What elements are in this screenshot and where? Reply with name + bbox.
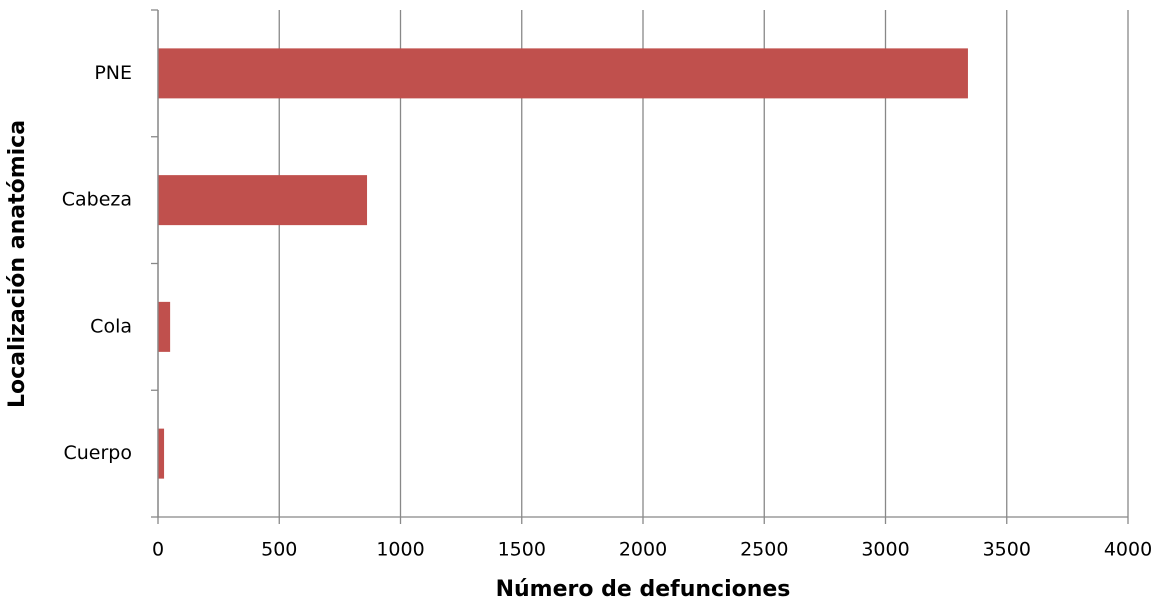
x-tick-label: 1500	[498, 539, 546, 561]
y-tick-label: Cabeza	[62, 189, 132, 211]
bar	[158, 48, 968, 99]
x-tick-label: 2500	[740, 539, 788, 561]
y-tick-label: PNE	[94, 62, 132, 84]
x-tick-label: 4000	[1104, 539, 1152, 561]
bar	[158, 428, 165, 479]
y-axis-title: Localización anatómica	[5, 120, 30, 408]
bar	[158, 301, 171, 352]
bar	[158, 175, 368, 226]
y-tick-label: Cuerpo	[64, 442, 133, 464]
x-tick-label: 0	[152, 539, 164, 561]
x-tick-label: 2000	[619, 539, 667, 561]
y-tick-label: Cola	[90, 315, 132, 337]
x-axis-title: Número de defunciones	[496, 577, 791, 602]
x-tick-label: 3500	[983, 539, 1031, 561]
x-tick-label: 3000	[861, 539, 909, 561]
x-tick-label: 1000	[376, 539, 424, 561]
x-tick-label: 500	[261, 539, 297, 561]
